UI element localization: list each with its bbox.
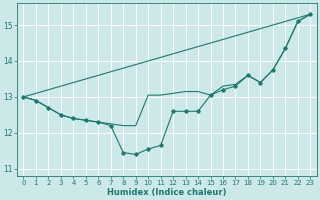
X-axis label: Humidex (Indice chaleur): Humidex (Indice chaleur) <box>107 188 227 197</box>
